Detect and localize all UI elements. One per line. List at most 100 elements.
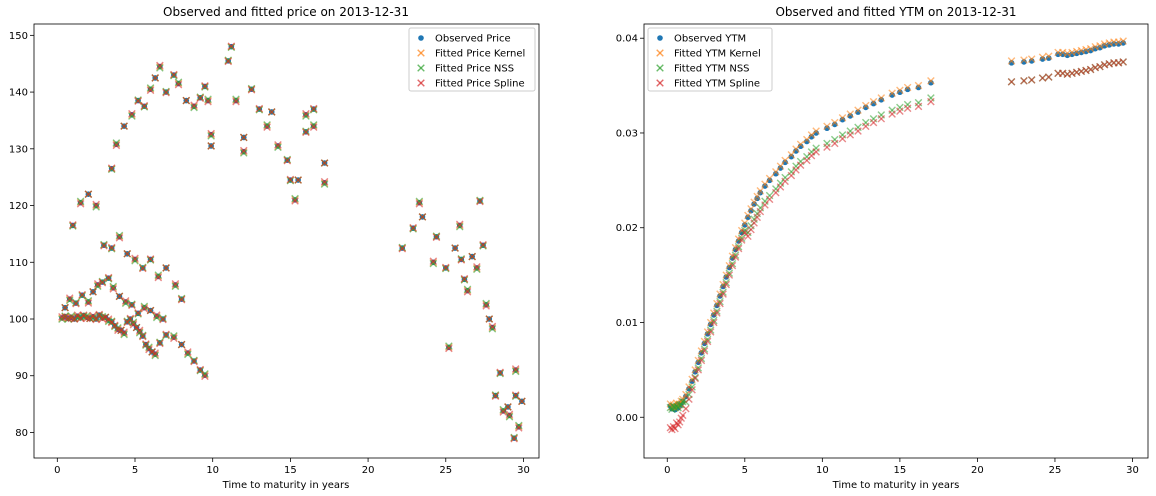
legend-marker: [417, 49, 425, 57]
fitted-point: [756, 207, 765, 216]
fitted-point: [728, 259, 737, 268]
fitted-point: [927, 97, 935, 106]
fitted-point: [445, 342, 453, 350]
fitted-point: [232, 95, 240, 104]
fitted-point: [505, 411, 514, 420]
fitted-point: [854, 127, 862, 135]
fitted-point: [263, 121, 271, 130]
fitted-point: [128, 301, 136, 310]
fitted-point: [877, 114, 886, 123]
y-tick-label: 130: [9, 144, 28, 155]
fitted-point: [107, 243, 116, 252]
fitted-point: [473, 263, 481, 271]
fitted-point: [112, 140, 121, 148]
fitted-point: [903, 83, 912, 92]
fitted-point: [697, 354, 706, 363]
fitted-point: [499, 405, 508, 414]
fitted-point: [114, 326, 122, 335]
fitted-point: [171, 280, 180, 288]
fitted-point: [772, 188, 780, 197]
fitted-point: [170, 333, 178, 341]
fitted-point: [140, 303, 149, 312]
price-chart-frame: [33, 23, 540, 459]
fitted-point: [120, 122, 128, 130]
fitted-point: [511, 391, 520, 399]
fitted-point: [441, 263, 450, 272]
fitted-point: [89, 287, 97, 296]
fitted-point: [156, 338, 164, 346]
fitted-point: [734, 242, 743, 251]
x-tick-label: 15: [894, 465, 907, 476]
fitted-point: [65, 296, 74, 305]
fitted-point: [154, 271, 163, 279]
price-legend-box: [408, 27, 536, 92]
fitted-point: [772, 168, 780, 176]
fitted-point: [152, 312, 161, 321]
fitted-point: [138, 332, 147, 341]
fitted-point: [491, 391, 500, 399]
fitted-point: [463, 286, 472, 295]
fitted-point: [823, 122, 831, 131]
fitted-point: [182, 96, 191, 105]
fitted-point: [415, 200, 424, 208]
fitted-point: [76, 197, 85, 206]
fitted-point: [678, 411, 687, 420]
fitted-point: [196, 94, 205, 103]
fitted-point: [488, 322, 497, 331]
fitted-point: [737, 236, 746, 244]
fitted-point: [120, 330, 128, 339]
fitted-point: [274, 141, 282, 149]
fitted-point: [107, 165, 116, 174]
fitted-point: [184, 349, 192, 358]
fitted-point: [135, 326, 144, 335]
fitted-point: [286, 175, 295, 184]
fitted-point: [151, 74, 159, 82]
fitted-point: [255, 104, 264, 113]
fitted-point: [756, 186, 765, 195]
fitted-point: [761, 180, 769, 188]
fitted-point: [700, 347, 709, 355]
y-tick-label: 150: [9, 31, 28, 42]
y-tick-label: 0.00: [616, 413, 638, 424]
fitted-point: [776, 162, 785, 170]
fitted-point: [171, 281, 180, 290]
fitted-point: [162, 264, 170, 272]
fitted-point: [128, 109, 136, 118]
fitted-point: [409, 223, 417, 232]
fitted-point: [151, 349, 159, 357]
fitted-point: [511, 392, 520, 401]
fitted-point: [1020, 77, 1028, 85]
legend-marker: [417, 79, 425, 87]
fitted-point: [796, 140, 805, 149]
fitted-point: [154, 272, 163, 280]
x-tick-label: 25: [1049, 465, 1062, 476]
fitted-point: [741, 219, 749, 227]
fitted-point: [274, 143, 282, 152]
fitted-point: [830, 118, 839, 127]
y-tick-label: 0.01: [616, 318, 638, 329]
fitted-point: [65, 294, 74, 302]
fitted-point: [1044, 73, 1053, 81]
legend-label: Fitted Price Spline: [435, 79, 525, 90]
fitted-point: [476, 196, 484, 205]
x-tick-label: 10: [816, 465, 829, 476]
fitted-point: [115, 231, 124, 240]
legend-label: Fitted YTM Spline: [674, 79, 760, 90]
fitted-point: [140, 304, 149, 313]
fitted-point: [896, 107, 904, 115]
fitted-point: [111, 321, 119, 330]
ytm-legend-box: [647, 27, 773, 92]
fitted-point: [100, 240, 108, 249]
fitted-point: [309, 120, 318, 129]
fitted-point: [174, 78, 183, 87]
fitted-point: [302, 128, 310, 137]
legend-label: Fitted Price Kernel: [435, 49, 525, 60]
fitted-point: [722, 278, 730, 287]
fitted-point: [747, 225, 755, 234]
fitted-point: [482, 300, 490, 309]
fitted-point: [429, 258, 438, 267]
fitted-point: [706, 328, 715, 336]
fitted-point: [126, 314, 135, 323]
fitted-point: [170, 332, 178, 340]
